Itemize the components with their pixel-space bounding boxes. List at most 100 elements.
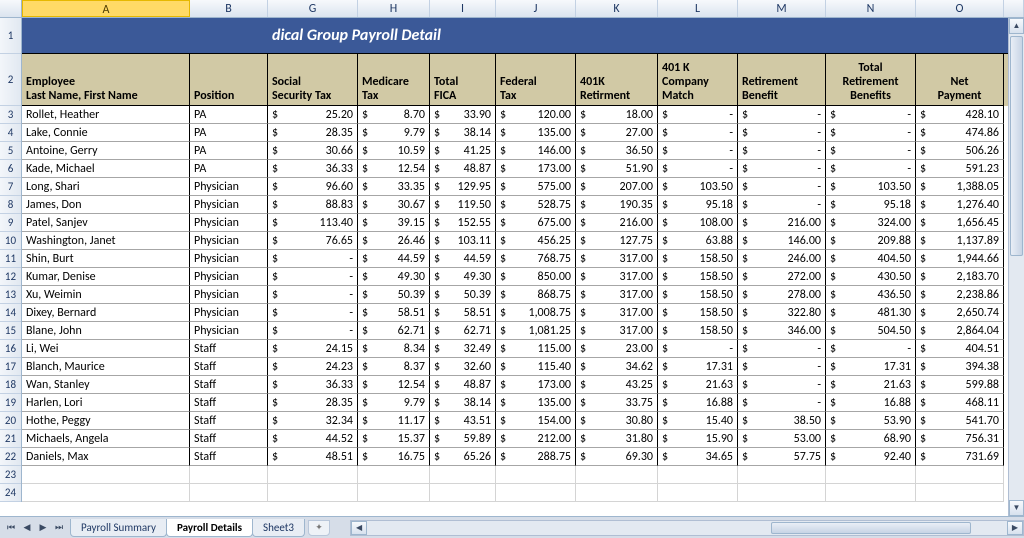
row-number-1[interactable]: 1 — [0, 18, 21, 54]
row-number-23[interactable]: 23 — [0, 466, 21, 484]
sheet-tab[interactable]: Payroll Details — [166, 519, 253, 537]
data-cell[interactable]: $44.52 — [268, 430, 358, 448]
data-cell[interactable]: $34.65 — [658, 448, 738, 466]
empty-cell[interactable] — [916, 484, 1004, 502]
empty-cell[interactable] — [916, 466, 1004, 484]
data-cell[interactable]: $1,656.45 — [916, 214, 1004, 232]
data-cell[interactable]: $103.11 — [430, 232, 496, 250]
empty-cell[interactable] — [496, 484, 576, 502]
data-cell[interactable]: $12.54 — [358, 160, 430, 178]
column-label-L[interactable]: L — [658, 0, 738, 17]
data-cell[interactable]: Physician — [190, 304, 268, 322]
data-cell[interactable]: $8.37 — [358, 358, 430, 376]
spreadsheet-cells[interactable]: dical Group Payroll DetailEmployeeLast N… — [22, 18, 1024, 502]
empty-cell[interactable] — [826, 484, 916, 502]
data-cell[interactable]: Hothe, Peggy — [22, 412, 190, 430]
data-cell[interactable]: $- — [658, 106, 738, 124]
scroll-left-button[interactable]: ◀ — [351, 521, 367, 535]
data-cell[interactable]: $474.86 — [916, 124, 1004, 142]
data-cell[interactable]: $456.25 — [496, 232, 576, 250]
row-number-7[interactable]: 7 — [0, 178, 21, 196]
data-cell[interactable]: $135.00 — [496, 124, 576, 142]
data-cell[interactable]: Physician — [190, 286, 268, 304]
data-cell[interactable]: $30.67 — [358, 196, 430, 214]
data-cell[interactable]: Physician — [190, 232, 268, 250]
data-cell[interactable]: $26.46 — [358, 232, 430, 250]
data-cell[interactable]: $- — [738, 196, 826, 214]
data-cell[interactable]: $115.00 — [496, 340, 576, 358]
data-cell[interactable]: $38.50 — [738, 412, 826, 430]
data-cell[interactable]: $- — [826, 340, 916, 358]
data-cell[interactable]: $50.39 — [430, 286, 496, 304]
data-cell[interactable]: Rollet, Heather — [22, 106, 190, 124]
data-cell[interactable]: Physician — [190, 214, 268, 232]
data-cell[interactable]: $108.00 — [658, 214, 738, 232]
data-cell[interactable]: $212.00 — [496, 430, 576, 448]
scroll-up-button[interactable]: ▲ — [1009, 18, 1024, 34]
vertical-scrollbar[interactable]: ▲ ▼ — [1008, 18, 1024, 516]
data-cell[interactable]: $216.00 — [576, 214, 658, 232]
data-cell[interactable]: $756.31 — [916, 430, 1004, 448]
data-cell[interactable]: $25.20 — [268, 106, 358, 124]
data-cell[interactable]: $103.50 — [826, 178, 916, 196]
data-cell[interactable]: $57.75 — [738, 448, 826, 466]
data-cell[interactable]: $317.00 — [576, 250, 658, 268]
select-all-corner[interactable] — [0, 0, 22, 17]
data-cell[interactable]: $868.75 — [496, 286, 576, 304]
row-number-13[interactable]: 13 — [0, 286, 21, 304]
data-cell[interactable]: $92.40 — [826, 448, 916, 466]
data-cell[interactable]: $158.50 — [658, 322, 738, 340]
empty-cell[interactable] — [658, 484, 738, 502]
data-cell[interactable]: $103.50 — [658, 178, 738, 196]
data-cell[interactable]: $59.89 — [430, 430, 496, 448]
data-cell[interactable]: $- — [738, 178, 826, 196]
data-cell[interactable]: $190.35 — [576, 196, 658, 214]
data-cell[interactable]: $12.54 — [358, 376, 430, 394]
data-cell[interactable]: $44.59 — [358, 250, 430, 268]
data-cell[interactable]: $1,276.40 — [916, 196, 1004, 214]
data-cell[interactable]: $10.59 — [358, 142, 430, 160]
data-cell[interactable]: $- — [268, 286, 358, 304]
data-cell[interactable]: $28.35 — [268, 124, 358, 142]
data-cell[interactable]: $- — [738, 106, 826, 124]
column-label-A[interactable]: A — [22, 0, 190, 17]
data-cell[interactable]: $506.26 — [916, 142, 1004, 160]
data-cell[interactable]: $591.23 — [916, 160, 1004, 178]
row-number-20[interactable]: 20 — [0, 412, 21, 430]
data-cell[interactable]: $120.00 — [496, 106, 576, 124]
data-cell[interactable]: $62.71 — [358, 322, 430, 340]
row-number-10[interactable]: 10 — [0, 232, 21, 250]
tab-nav-next[interactable]: ▶ — [36, 520, 50, 536]
column-label-K[interactable]: K — [576, 0, 658, 17]
data-cell[interactable]: $278.00 — [738, 286, 826, 304]
empty-cell[interactable] — [658, 466, 738, 484]
data-cell[interactable]: $68.90 — [826, 430, 916, 448]
data-cell[interactable]: $1,944.66 — [916, 250, 1004, 268]
empty-cell[interactable] — [190, 466, 268, 484]
row-number-17[interactable]: 17 — [0, 358, 21, 376]
data-cell[interactable]: $- — [826, 106, 916, 124]
data-cell[interactable]: $24.15 — [268, 340, 358, 358]
data-cell[interactable]: $675.00 — [496, 214, 576, 232]
data-cell[interactable]: $15.37 — [358, 430, 430, 448]
column-label-N[interactable]: N — [826, 0, 916, 17]
data-cell[interactable]: $15.90 — [658, 430, 738, 448]
data-cell[interactable]: Long, Shari — [22, 178, 190, 196]
data-cell[interactable]: Physician — [190, 196, 268, 214]
data-cell[interactable]: $30.80 — [576, 412, 658, 430]
data-cell[interactable]: PA — [190, 124, 268, 142]
data-cell[interactable]: $- — [826, 124, 916, 142]
data-cell[interactable]: $- — [738, 376, 826, 394]
data-cell[interactable]: $30.66 — [268, 142, 358, 160]
empty-cell[interactable] — [826, 466, 916, 484]
row-number-8[interactable]: 8 — [0, 196, 21, 214]
data-cell[interactable]: $- — [268, 268, 358, 286]
column-label-B[interactable]: B — [190, 0, 268, 17]
data-cell[interactable]: $51.90 — [576, 160, 658, 178]
row-number-3[interactable]: 3 — [0, 106, 21, 124]
data-cell[interactable]: $34.62 — [576, 358, 658, 376]
data-cell[interactable]: $436.50 — [826, 286, 916, 304]
data-cell[interactable]: $317.00 — [576, 268, 658, 286]
empty-cell[interactable] — [738, 466, 826, 484]
data-cell[interactable]: $428.10 — [916, 106, 1004, 124]
